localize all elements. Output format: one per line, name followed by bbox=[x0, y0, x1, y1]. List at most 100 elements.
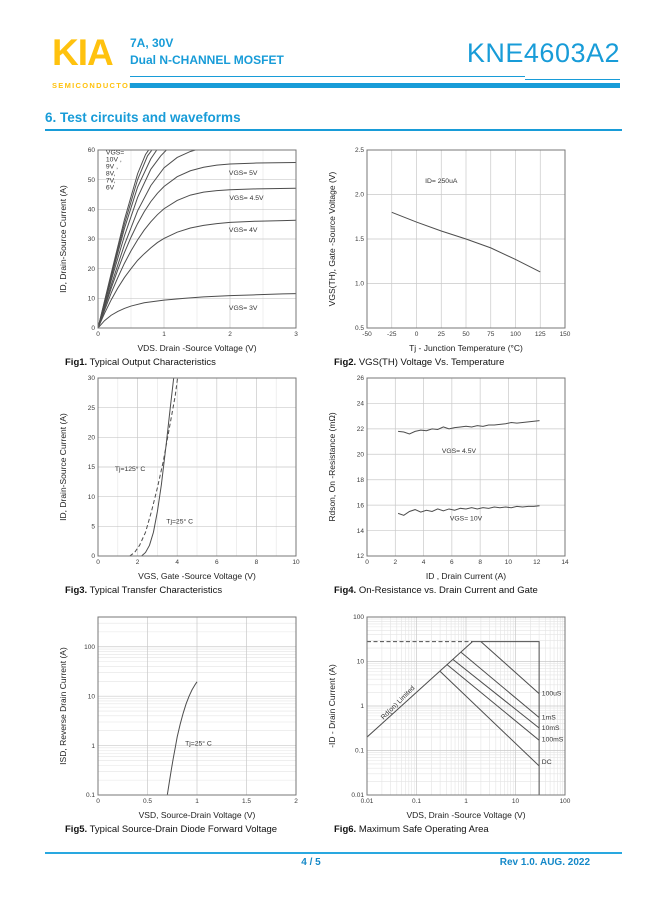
fig6-y-axis-label: -ID - Drain Current (A) bbox=[327, 664, 337, 748]
svg-text:DC: DC bbox=[542, 759, 552, 766]
figure-4: Rdson, On -Resistance (mΩ) 0 2 4 6 8 10 12 14 12… bbox=[314, 371, 614, 601]
fig4-y-axis-label: Rdson, On -Resistance (mΩ) bbox=[327, 412, 337, 522]
svg-text:0: 0 bbox=[96, 798, 100, 805]
svg-text:1: 1 bbox=[162, 331, 166, 338]
header-rule-thick bbox=[130, 83, 620, 88]
svg-text:20: 20 bbox=[88, 266, 96, 273]
svg-text:Tj=25° C: Tj=25° C bbox=[185, 740, 212, 748]
figure-5: ISD, Reverse Drain Current (A) 0 0.5 1 1.5 2… bbox=[45, 610, 345, 840]
fig1-y-axis-label: ID, Drain-Source Current (A) bbox=[58, 185, 68, 293]
fig3-y-axis-label: ID, Drain-Source Current (A) bbox=[58, 413, 68, 521]
svg-text:-25: -25 bbox=[387, 331, 397, 338]
svg-text:20: 20 bbox=[88, 435, 96, 442]
svg-text:6: 6 bbox=[215, 559, 219, 566]
svg-text:12: 12 bbox=[533, 559, 541, 566]
fig1-caption: Fig1. Typical Output Characteristics bbox=[65, 357, 216, 368]
fig3-chart: 0 2 4 6 8 10 0 5 10 15 20 25 30 Tj=125° C Tj=25° C bbox=[88, 375, 300, 566]
svg-text:100uS: 100uS bbox=[542, 691, 562, 698]
svg-text:4: 4 bbox=[422, 559, 426, 566]
fig5-chart: 0 0.5 1 1.5 2 0.1 1 10 100 Tj=25° C bbox=[84, 616, 298, 805]
footer-revision: Rev 1.0. AUG. 2022 bbox=[499, 857, 590, 868]
part-number-title: KNE4603A2 bbox=[466, 38, 620, 68]
svg-text:1: 1 bbox=[91, 743, 95, 750]
kia-logo-subtext: SEMICONDUCTORS bbox=[52, 81, 143, 90]
fig3-x-axis-label: VGS, Gate -Source Voltage (V) bbox=[138, 571, 256, 581]
svg-text:VGS= 3V: VGS= 3V bbox=[229, 305, 258, 312]
svg-text:0: 0 bbox=[96, 331, 100, 338]
fig2-caption: Fig2. VGS(TH) Voltage Vs. Temperature bbox=[334, 357, 505, 368]
svg-text:100: 100 bbox=[510, 331, 521, 338]
svg-text:1.5: 1.5 bbox=[355, 236, 364, 243]
svg-text:10: 10 bbox=[505, 559, 513, 566]
svg-text:2: 2 bbox=[294, 798, 298, 805]
svg-text:30: 30 bbox=[88, 236, 96, 243]
header-rule-thin-right bbox=[525, 79, 620, 80]
fig6-caption: Fig6. Maximum Safe Operating Area bbox=[334, 824, 489, 835]
fig2-chart: -50 -25 0 25 50 75 100 125 150 0.5 1.0 1.5 2.0 2.5 ID=… bbox=[355, 147, 571, 338]
svg-text:8: 8 bbox=[478, 559, 482, 566]
svg-text:VGS= 10V: VGS= 10V bbox=[450, 515, 483, 522]
svg-text:0.1: 0.1 bbox=[86, 792, 95, 799]
svg-text:25: 25 bbox=[438, 331, 446, 338]
svg-text:150: 150 bbox=[560, 331, 571, 338]
device-rating-line: 7A, 30V bbox=[130, 36, 174, 50]
fig4-caption: Fig4. On-Resistance vs. Drain Current an… bbox=[334, 585, 538, 596]
svg-text:4: 4 bbox=[175, 559, 179, 566]
svg-text:20: 20 bbox=[357, 451, 365, 458]
svg-text:0: 0 bbox=[415, 331, 419, 338]
svg-text:3: 3 bbox=[294, 331, 298, 338]
svg-text:-50: -50 bbox=[362, 331, 372, 338]
svg-text:0: 0 bbox=[91, 325, 95, 332]
figure-2: VGS(TH), Gate -Source Voltage (V) -50 -25… bbox=[314, 143, 614, 373]
svg-text:0.1: 0.1 bbox=[412, 798, 421, 805]
svg-text:75: 75 bbox=[487, 331, 495, 338]
svg-text:8: 8 bbox=[255, 559, 259, 566]
fig2-x-axis-label: Tj - Junction Temperature (°C) bbox=[409, 343, 523, 353]
figure-3: ID, Drain-Source Current (A) 0 2 4 6 8 10 0 5 10… bbox=[45, 371, 345, 601]
svg-text:26: 26 bbox=[357, 375, 365, 382]
svg-text:1: 1 bbox=[195, 798, 199, 805]
svg-text:2: 2 bbox=[393, 559, 397, 566]
fig4-x-axis-label: ID , Drain Current (A) bbox=[425, 571, 507, 581]
fig3-caption: Fig3. Typical Transfer Characteristics bbox=[65, 585, 223, 596]
svg-text:24: 24 bbox=[357, 401, 365, 408]
svg-text:100: 100 bbox=[84, 644, 95, 651]
svg-text:2.5: 2.5 bbox=[355, 147, 364, 154]
svg-text:0.1: 0.1 bbox=[355, 748, 364, 755]
footer-page-number: 4 / 5 bbox=[301, 857, 321, 868]
figure-1: ID, Drain-Source Current (A) 0 1 2 3 0 10 20 30… bbox=[45, 143, 345, 373]
svg-text:VGS= 4.5V: VGS= 4.5V bbox=[442, 448, 477, 455]
fig6-x-axis-label: VDS, Drain -Source Voltage (V) bbox=[406, 810, 526, 820]
svg-text:50: 50 bbox=[462, 331, 470, 338]
fig5-x-axis-label: VSD, Source-Drain Voltage (V) bbox=[138, 810, 256, 820]
svg-text:10: 10 bbox=[88, 693, 96, 700]
svg-text:VGS= 4V: VGS= 4V bbox=[229, 227, 258, 234]
svg-text:30: 30 bbox=[88, 375, 96, 382]
svg-text:0: 0 bbox=[365, 559, 369, 566]
svg-text:0: 0 bbox=[96, 559, 100, 566]
footer-rule bbox=[45, 852, 622, 854]
device-type-line: Dual N-CHANNEL MOSFET bbox=[130, 53, 284, 67]
svg-text:50: 50 bbox=[88, 177, 96, 184]
svg-text:16: 16 bbox=[357, 502, 365, 509]
kia-logo: KIA bbox=[52, 32, 114, 73]
svg-text:1.5: 1.5 bbox=[242, 798, 251, 805]
svg-text:1: 1 bbox=[464, 798, 468, 805]
svg-text:10: 10 bbox=[357, 659, 365, 666]
fig2-y-axis-label: VGS(TH), Gate -Source Voltage (V) bbox=[327, 171, 337, 307]
svg-text:6: 6 bbox=[450, 559, 454, 566]
svg-text:10: 10 bbox=[88, 494, 96, 501]
svg-text:12: 12 bbox=[357, 553, 365, 560]
svg-text:10mS: 10mS bbox=[542, 725, 560, 732]
svg-text:100: 100 bbox=[560, 798, 571, 805]
svg-text:0.01: 0.01 bbox=[361, 798, 374, 805]
svg-text:5: 5 bbox=[91, 524, 95, 531]
svg-text:0.01: 0.01 bbox=[351, 792, 364, 799]
svg-text:15: 15 bbox=[88, 464, 96, 471]
svg-text:14: 14 bbox=[357, 528, 365, 535]
svg-text:40: 40 bbox=[88, 207, 96, 214]
svg-text:ID= 250uA: ID= 250uA bbox=[425, 178, 458, 185]
